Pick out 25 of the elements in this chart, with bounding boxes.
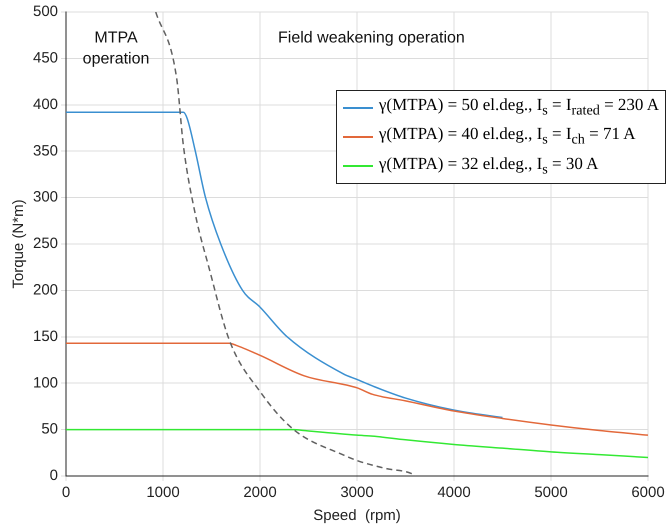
- x-tick-label: 2000: [243, 484, 277, 502]
- legend-label: γ(MTPA) = 50 el.deg., I$_{s}$ = I$_{rated}$ = 230 A: [378, 94, 659, 120]
- y-tick-label: 150: [32, 328, 58, 345]
- x-tick-label: 5000: [534, 484, 568, 502]
- x-tick-label: 4000: [437, 484, 471, 502]
- x-axis-title: Speed (rpm): [313, 507, 401, 524]
- y-tick-label: 0: [50, 467, 58, 484]
- annotation: MTPA operation: [82, 29, 150, 68]
- x-tick-label: 0: [62, 484, 70, 502]
- x-tick-label: 3000: [340, 484, 374, 502]
- y-axis-title: Torque (N*m): [10, 199, 28, 289]
- legend-label: γ(MTPA) = 40 el.deg., I$_{s}$ = I$_{ch}$ = 71 A: [378, 123, 636, 150]
- annotation: Field weakening operation: [278, 29, 465, 46]
- y-tick-label: 250: [32, 235, 58, 252]
- y-tick-label: 400: [32, 96, 58, 113]
- legend-label: γ(MTPA) = 32 el.deg., I$_{s}$ = 30 A: [378, 152, 598, 180]
- y-tick-label: 500: [32, 3, 58, 20]
- y-tick-label: 450: [32, 50, 58, 67]
- y-tick-label: 50: [41, 420, 58, 438]
- y-tick-label: 300: [32, 188, 58, 206]
- y-tick-label: 350: [32, 142, 58, 160]
- x-tick-label: 6000: [631, 484, 665, 502]
- y-tick-label: 100: [32, 374, 58, 392]
- x-tick-label: 1000: [146, 484, 180, 502]
- y-tick-label: 200: [32, 282, 58, 299]
